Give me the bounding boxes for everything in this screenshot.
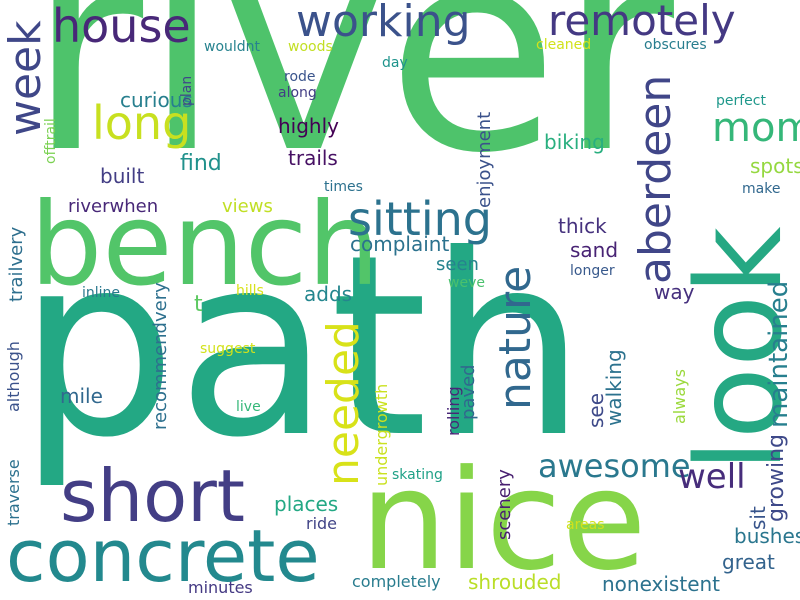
word-curious: curious: [120, 88, 193, 112]
word-areas: areas: [566, 517, 605, 533]
word-live: live: [236, 399, 261, 415]
word-make: make: [742, 181, 781, 197]
word-undergrowth: undergrowth: [372, 383, 391, 486]
word-mile: mile: [60, 384, 103, 408]
word-short: short: [60, 454, 246, 538]
word-sitting: sitting: [348, 192, 492, 246]
word-recommendvery: recommendvery: [150, 282, 171, 430]
word-built: built: [100, 164, 145, 188]
word-concrete: concrete: [6, 514, 320, 598]
word-although: although: [4, 341, 23, 412]
word-spots: spots: [750, 154, 800, 178]
word-views: views: [222, 196, 273, 217]
word-scenery: scenery: [494, 469, 515, 540]
word-along: along: [278, 85, 317, 101]
word-long: long: [92, 96, 192, 150]
word-trailvery: trailvery: [6, 226, 27, 302]
word-well: well: [678, 457, 746, 497]
word-thick: thick: [558, 214, 607, 238]
word-bench: bench: [30, 178, 380, 311]
word-t: t: [194, 292, 203, 317]
word-path: path: [18, 201, 587, 492]
word-aberdeen: aberdeen: [630, 74, 681, 284]
word-inline: inline: [82, 285, 121, 301]
word-highly: highly: [278, 114, 339, 138]
word-trails: trails: [288, 146, 338, 170]
word-always: always: [670, 369, 689, 424]
word-offtrail: offtrail: [43, 118, 59, 164]
word-week: week: [0, 20, 51, 136]
word-obscures: obscures: [644, 37, 707, 53]
word-complaint: complaint: [350, 232, 450, 256]
word-seen: seen: [436, 254, 479, 275]
word-woods: woods: [288, 39, 333, 55]
word-needed: needed: [318, 321, 369, 486]
word-biking: biking: [544, 130, 605, 154]
word-river: river: [28, 0, 674, 215]
word-awesome: awesome: [538, 447, 691, 485]
word-day: day: [382, 55, 408, 71]
word-rode: rode: [284, 69, 316, 85]
word-traverse: traverse: [4, 459, 23, 526]
word-skating: skating: [392, 467, 443, 483]
word-see: see: [584, 392, 608, 428]
word-longer: longer: [570, 263, 615, 279]
word-mom: mom: [712, 105, 800, 151]
word-completely: completely: [352, 572, 441, 591]
word-nonexistent: nonexistent: [602, 572, 721, 596]
word-sand: sand: [570, 238, 619, 262]
word-great: great: [722, 550, 775, 574]
word-nature: nature: [490, 265, 541, 410]
word-adds: adds: [304, 282, 353, 306]
word-working: working: [296, 0, 471, 47]
word-perfect: perfect: [716, 93, 766, 109]
word-house: house: [52, 0, 191, 53]
word-find: find: [180, 151, 222, 176]
word-way: way: [654, 280, 695, 304]
word-cleaned: cleaned: [536, 37, 592, 53]
word-shrouded: shrouded: [468, 570, 562, 594]
word-enjoyment: enjoyment: [474, 111, 495, 208]
word-times: times: [324, 179, 363, 195]
word-bushes: bushes: [734, 524, 800, 548]
word-ride: ride: [306, 514, 338, 533]
word-nice: nice: [360, 440, 647, 600]
word-remotely: remotely: [548, 0, 736, 45]
word-hills: hills: [236, 283, 264, 299]
word-weve: weve: [448, 275, 485, 291]
word-rolling: rolling: [444, 386, 463, 436]
word-riverwhen: riverwhen: [68, 196, 159, 217]
word-sit: sit: [746, 506, 770, 530]
word-plan: plan: [179, 75, 195, 106]
word-minutes: minutes: [188, 578, 253, 597]
word-suggest: suggest: [200, 341, 256, 357]
word-wouldnt: wouldnt: [204, 39, 261, 55]
word-maintained: maintained: [764, 280, 794, 428]
word-places: places: [274, 492, 339, 516]
